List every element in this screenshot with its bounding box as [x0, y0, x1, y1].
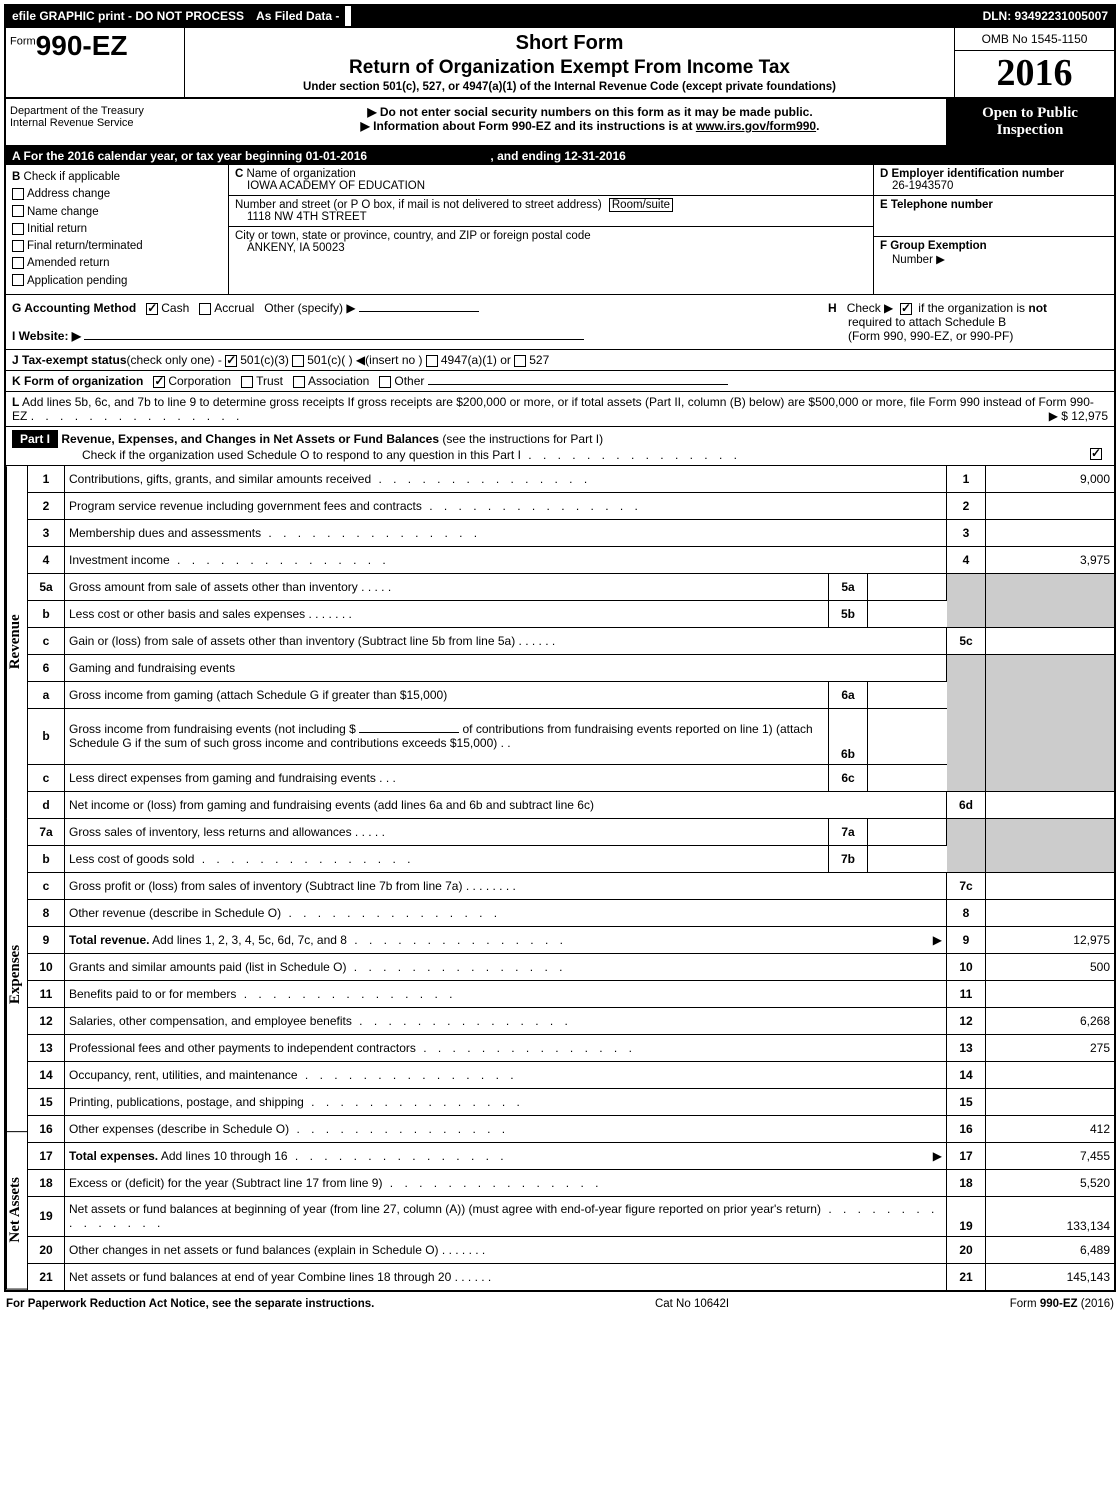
line-10: 10Grants and similar amounts paid (list …	[28, 953, 1114, 980]
col-d: D Employer identification number 26-1943…	[873, 165, 1114, 294]
section-a-header: A For the 2016 calendar year, or tax yea…	[6, 147, 1114, 165]
col-c: C Name of organization IOWA ACADEMY OF E…	[229, 165, 873, 294]
cb-pending[interactable]	[12, 274, 24, 286]
cb-527[interactable]	[514, 355, 526, 367]
section-a-body: B Check if applicable Address change Nam…	[6, 165, 1114, 295]
form-ref: Form 990-EZ (2016)	[1010, 1298, 1114, 1310]
cb-cash[interactable]	[146, 303, 158, 315]
cb-accrual[interactable]	[199, 303, 211, 315]
line-12: 12Salaries, other compensation, and empl…	[28, 1007, 1114, 1034]
cb-other-org[interactable]	[379, 376, 391, 388]
row-k: K Form of organization Corporation Trust…	[6, 371, 1114, 392]
street: 1118 NW 4TH STREET	[247, 211, 367, 223]
cb-501c[interactable]	[292, 355, 304, 367]
form-number-box: Form990-EZ	[6, 28, 185, 97]
line-20: 20Other changes in net assets or fund ba…	[28, 1236, 1114, 1263]
dln: DLN: 93492231005007	[977, 6, 1114, 26]
ein-label: D Employer identification number	[880, 168, 1064, 180]
line-16: 16Other expenses (describe in Schedule O…	[28, 1115, 1114, 1142]
line-6d: dNet income or (loss) from gaming and fu…	[28, 791, 1114, 818]
gross-receipts: ▶ $ 12,975	[1049, 409, 1108, 423]
tax-year: 2016	[954, 51, 1114, 97]
line-13: 13Professional fees and other payments t…	[28, 1034, 1114, 1061]
line-17: 17Total expenses. Add lines 10 through 1…	[28, 1142, 1114, 1169]
paperwork-notice: For Paperwork Reduction Act Notice, see …	[6, 1298, 374, 1310]
dept-row: Department of the Treasury Internal Reve…	[6, 99, 1114, 147]
line-7a: 7aGross sales of inventory, less returns…	[28, 818, 1114, 845]
line-8: 8Other revenue (describe in Schedule O)8	[28, 899, 1114, 926]
cb-sched-o[interactable]	[1090, 448, 1102, 460]
dept-irs: Internal Revenue Service	[10, 117, 230, 129]
ssn-warning: ▶ Do not enter social security numbers o…	[244, 105, 936, 119]
row-l: L Add lines 5b, 6c, and 7b to line 9 to …	[6, 392, 1114, 427]
cb-trust[interactable]	[241, 376, 253, 388]
asfiled-badge: As Filed Data -	[250, 6, 345, 26]
header: Form990-EZ Short Form Return of Organiza…	[6, 28, 1114, 99]
org-name: IOWA ACADEMY OF EDUCATION	[247, 180, 425, 192]
side-netassets: Net Assets	[6, 1132, 27, 1290]
side-expenses: Expenses	[6, 818, 27, 1132]
cb-sched-b[interactable]	[900, 303, 912, 315]
title-box: Short Form Return of Organization Exempt…	[185, 28, 954, 97]
line-18: 18Excess or (deficit) for the year (Subt…	[28, 1169, 1114, 1196]
part1-body: Revenue Expenses Net Assets 1Contributio…	[6, 466, 1114, 1290]
subtitle: Under section 501(c), 527, or 4947(a)(1)…	[195, 81, 944, 93]
cb-4947[interactable]	[426, 355, 438, 367]
city-state-zip: ANKENY, IA 50023	[247, 242, 345, 254]
footer: For Paperwork Reduction Act Notice, see …	[0, 1296, 1120, 1312]
line-1: 1Contributions, gifts, grants, and simil…	[28, 466, 1114, 493]
right-box: OMB No 1545-1150 2016	[954, 28, 1114, 97]
line-9: 9Total revenue. Add lines 1, 2, 3, 4, 5c…	[28, 926, 1114, 953]
col-b: B Check if applicable Address change Nam…	[6, 165, 229, 294]
omb-number: OMB No 1545-1150	[954, 28, 1114, 51]
form-number: 990-EZ	[36, 30, 128, 61]
line-11: 11Benefits paid to or for members11	[28, 980, 1114, 1007]
phone-label: E Telephone number	[880, 199, 993, 211]
line-3: 3Membership dues and assessments3	[28, 519, 1114, 546]
line-19: 19Net assets or fund balances at beginni…	[28, 1196, 1114, 1236]
short-form-heading: Short Form	[195, 32, 944, 55]
line-5a: 5aGross amount from sale of assets other…	[28, 573, 1114, 600]
form-prefix: Form	[10, 36, 36, 48]
line-5c: cGain or (loss) from sale of assets othe…	[28, 627, 1114, 654]
dept-left: Department of the Treasury Internal Reve…	[6, 99, 234, 145]
line-6: 6Gaming and fundraising events	[28, 654, 1114, 681]
part1-header: Part I Revenue, Expenses, and Changes in…	[6, 427, 1114, 466]
cb-corp[interactable]	[153, 376, 165, 388]
cb-assoc[interactable]	[293, 376, 305, 388]
main-title: Return of Organization Exempt From Incom…	[195, 57, 944, 79]
line-2: 2Program service revenue including gover…	[28, 492, 1114, 519]
irs-link[interactable]: www.irs.gov/form990	[696, 119, 816, 133]
form-990ez: efile GRAPHIC print - DO NOT PROCESS As …	[4, 4, 1116, 1292]
cb-initial-return[interactable]	[12, 223, 24, 235]
line-7c: cGross profit or (loss) from sales of in…	[28, 872, 1114, 899]
website-label: I Website: ▶	[12, 329, 81, 343]
line-4: 4Investment income43,975	[28, 546, 1114, 573]
side-revenue: Revenue	[6, 466, 27, 818]
row-g-h: G Accounting Method Cash Accrual Other (…	[6, 295, 1114, 350]
cb-final-return[interactable]	[12, 240, 24, 252]
lines-table: 1Contributions, gifts, grants, and simil…	[28, 466, 1114, 1290]
cb-address-change[interactable]	[12, 188, 24, 200]
line-15: 15Printing, publications, postage, and s…	[28, 1088, 1114, 1115]
dept-mid: ▶ Do not enter social security numbers o…	[234, 99, 946, 145]
cat-no: Cat No 10642I	[655, 1298, 729, 1310]
part1-badge: Part I	[12, 430, 58, 448]
line-21: 21Net assets or fund balances at end of …	[28, 1263, 1114, 1290]
efile-badge: efile GRAPHIC print - DO NOT PROCESS	[6, 6, 250, 26]
cb-name-change[interactable]	[12, 205, 24, 217]
cb-amended[interactable]	[12, 257, 24, 269]
line-14: 14Occupancy, rent, utilities, and mainte…	[28, 1061, 1114, 1088]
inspection-box: Open to Public Inspection	[946, 99, 1114, 145]
cb-501c3[interactable]	[225, 355, 237, 367]
top-bar: efile GRAPHIC print - DO NOT PROCESS As …	[6, 6, 1114, 28]
ein: 26-1943570	[892, 180, 953, 192]
row-j: J Tax-exempt status(check only one) - 50…	[6, 350, 1114, 371]
info-line: ▶ Information about Form 990-EZ and its …	[244, 119, 936, 133]
dept-treasury: Department of the Treasury	[10, 105, 230, 117]
